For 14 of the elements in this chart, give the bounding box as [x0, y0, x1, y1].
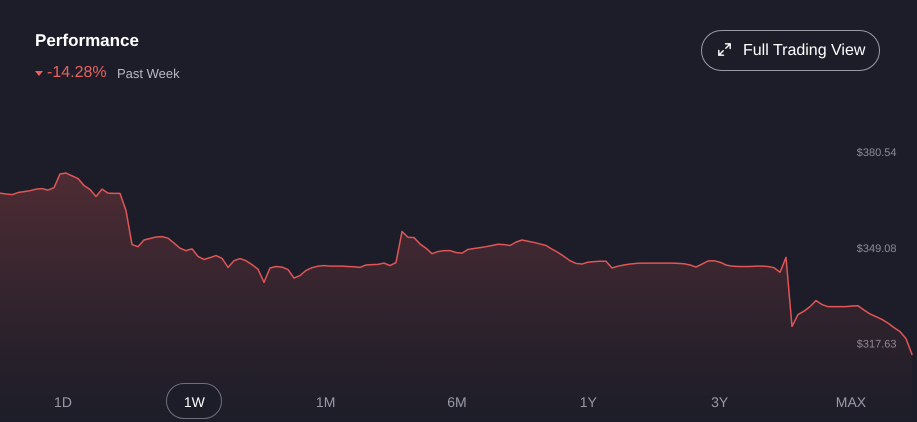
- text: Performance: [35, 31, 139, 51]
- y-tick-label: $380.54: [856, 147, 896, 160]
- annotation: 3Y: [711, 394, 728, 410]
- annotation: Full Trading View: [743, 41, 866, 60]
- annotation: Past Week: [117, 66, 180, 82]
- text: -14.28%: [47, 64, 107, 82]
- annotation: 1W: [184, 394, 205, 410]
- y-tick-label: $317.63: [856, 338, 896, 350]
- annotation: 1D: [54, 394, 72, 410]
- y-tick-label: $349.08: [856, 242, 896, 255]
- annotation: 1M: [316, 394, 336, 410]
- annotation: 1Y: [580, 394, 597, 410]
- annotation: 6M: [447, 394, 467, 410]
- annotation: MAX: [836, 394, 866, 410]
